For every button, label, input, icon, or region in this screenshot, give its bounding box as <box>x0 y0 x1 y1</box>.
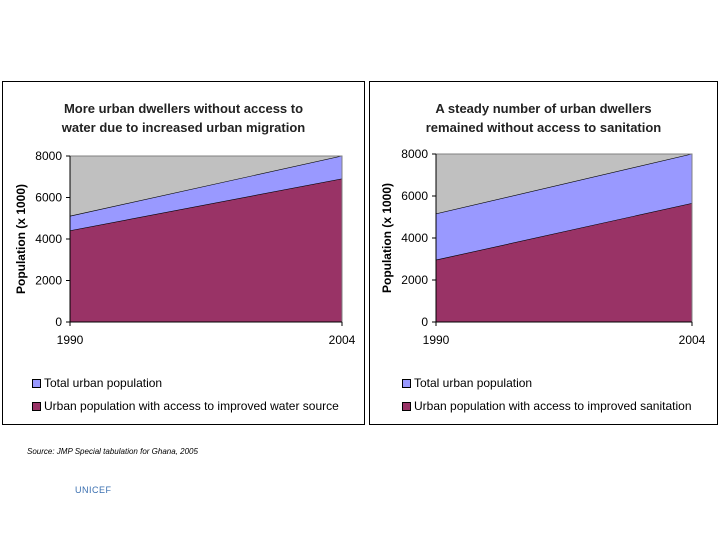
legend-swatch-total <box>402 379 411 388</box>
legend-swatch-access <box>32 402 41 411</box>
y-tick-label: 2000 <box>401 273 428 287</box>
x-tick-label: 2004 <box>679 333 706 347</box>
y-tick-label: 8000 <box>401 147 428 161</box>
y-tick-label: 6000 <box>401 189 428 203</box>
chart-panel-sanitation: A steady number of urban dwellers remain… <box>369 81 718 425</box>
y-axis-title: Population (x 1000) <box>380 183 394 293</box>
y-tick-label: 0 <box>421 315 428 329</box>
y-tick-label: 8000 <box>35 149 62 163</box>
y-axis-title: Population (x 1000) <box>14 184 28 294</box>
legend-swatch-total <box>32 379 41 388</box>
y-tick-label: 4000 <box>401 231 428 245</box>
x-tick-label: 1990 <box>57 333 84 347</box>
x-tick-label: 2004 <box>329 333 356 347</box>
chart-title-water: More urban dwellers without access to wa… <box>3 99 364 137</box>
org-label: UNICEF <box>75 485 112 495</box>
legend-label-access: Urban population with access to improved… <box>414 399 692 413</box>
chart-title-line-2: water due to increased urban migration <box>61 120 306 135</box>
chart-title-line-1: A steady number of urban dwellers <box>435 101 652 116</box>
chart-title-line-2: remained without access to sanitation <box>425 120 662 135</box>
legend-label-total: Total urban population <box>44 376 163 390</box>
y-tick-label: 0 <box>55 315 62 329</box>
legend-swatch-access <box>402 402 411 411</box>
y-tick-label: 4000 <box>35 232 62 246</box>
legend-label-total: Total urban population <box>414 376 533 390</box>
chart-title-sanitation: A steady number of urban dwellers remain… <box>370 99 717 137</box>
y-tick-label: 2000 <box>35 274 62 288</box>
chart-panel-water: More urban dwellers without access to wa… <box>2 81 365 425</box>
legend-label-access: Urban population with access to improved… <box>44 399 339 413</box>
y-tick-label: 6000 <box>35 191 62 205</box>
x-tick-label: 1990 <box>423 333 450 347</box>
chart-title-line-1: More urban dwellers without access to <box>63 101 304 116</box>
area-chart-sanitation: 0 2000 4000 6000 8000 1990 2004 Population (x 1… <box>380 147 706 347</box>
source-note: Source: JMP Special tabulation for Ghana… <box>27 447 198 456</box>
area-chart-water: 0 2000 4000 6000 8000 1990 2004 Population (x 1… <box>14 149 356 347</box>
